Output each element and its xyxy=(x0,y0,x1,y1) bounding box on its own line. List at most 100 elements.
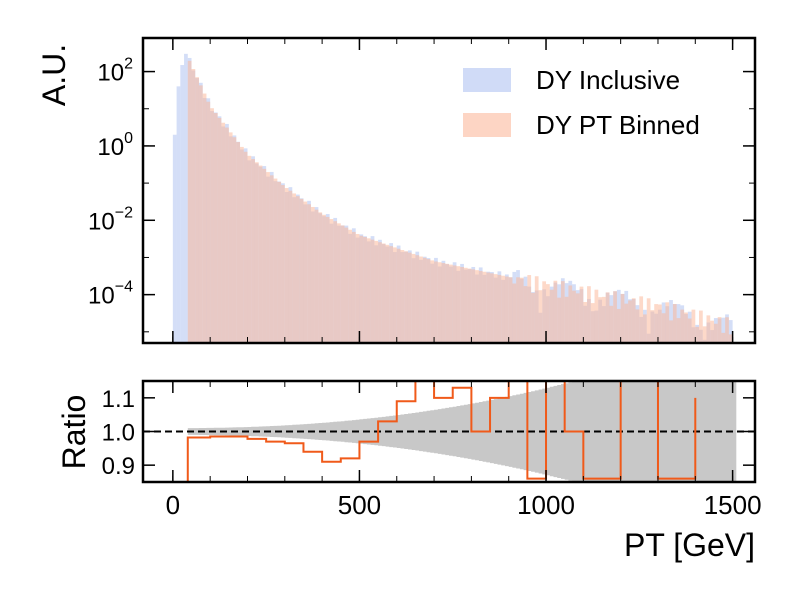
histogram-bar xyxy=(467,268,472,343)
histogram-bar xyxy=(344,227,349,343)
histogram-bar xyxy=(202,93,207,344)
histogram-bar xyxy=(374,240,379,343)
histogram-bar xyxy=(553,280,558,343)
histogram-bar xyxy=(281,185,285,343)
histogram-bar xyxy=(594,289,599,343)
histogram-bar xyxy=(519,277,524,343)
histogram-bar xyxy=(213,113,218,344)
histogram-bar xyxy=(624,303,629,343)
histogram-bar xyxy=(434,261,438,343)
histogram-bar xyxy=(643,314,647,343)
histogram-bar xyxy=(366,238,371,343)
histogram-bar xyxy=(355,234,360,343)
histogram-bar xyxy=(560,281,565,343)
histogram-bar xyxy=(680,309,685,343)
histogram-bar xyxy=(307,204,311,343)
histogram-bar xyxy=(243,151,248,343)
histogram-bar xyxy=(684,312,688,343)
histogram-bar xyxy=(527,275,532,343)
histogram-bar xyxy=(210,108,214,343)
main-histogram-marks xyxy=(172,53,733,344)
histogram-bar xyxy=(419,256,423,343)
histogram-bar xyxy=(490,273,494,343)
histogram-bar xyxy=(240,146,244,343)
histogram-bar xyxy=(437,262,442,343)
histogram-bar xyxy=(441,263,446,343)
histogram-bar xyxy=(389,246,394,343)
histogram-bar xyxy=(710,320,714,343)
histogram-bar xyxy=(665,302,670,343)
y-tick-label: 10−4 xyxy=(88,279,133,310)
histogram-bar xyxy=(486,272,491,343)
histogram-bar xyxy=(602,296,606,343)
histogram-bar xyxy=(310,206,315,343)
histogram-bar xyxy=(572,290,576,343)
histogram-bar xyxy=(546,284,550,343)
histogram-bar xyxy=(463,267,468,343)
histogram-bar xyxy=(613,291,617,343)
histogram-bar xyxy=(482,271,487,343)
histogram-bar xyxy=(221,122,226,343)
histogram-bar xyxy=(575,293,580,343)
histogram-bar xyxy=(400,250,405,343)
histogram-bar xyxy=(650,310,655,343)
histogram-bar xyxy=(728,320,733,343)
histogram-bar xyxy=(385,244,390,343)
histogram-bar xyxy=(262,168,267,343)
histogram-bar xyxy=(422,257,427,343)
histogram-bar xyxy=(296,196,300,343)
histogram-bar xyxy=(184,53,188,344)
histogram-bar xyxy=(728,334,733,343)
series-dy-pt-binned xyxy=(187,60,733,344)
histogram-bar xyxy=(299,198,304,343)
histogram-bar xyxy=(228,132,233,343)
histogram-bar xyxy=(706,315,711,343)
histogram-bar xyxy=(523,286,528,343)
histogram-bar xyxy=(717,317,722,343)
x-axis-label: PT [GeV] xyxy=(624,527,755,563)
histogram-bar xyxy=(676,318,681,343)
histogram-bar xyxy=(628,300,632,343)
histogram-bar xyxy=(725,317,729,343)
histogram-bar xyxy=(247,155,252,343)
histogram-bar xyxy=(381,243,386,343)
y-tick-label: 102 xyxy=(97,56,133,87)
x-tick-label: 1500 xyxy=(704,490,762,520)
histogram-bar xyxy=(325,216,330,343)
histogram-bar xyxy=(378,242,382,343)
histogram-bar xyxy=(337,223,341,343)
histogram-bar xyxy=(430,260,435,343)
histogram-bar xyxy=(702,326,707,343)
histogram-bar xyxy=(236,142,241,343)
histogram-bar xyxy=(471,269,476,343)
histogram-bar xyxy=(407,252,412,343)
histogram-bar xyxy=(314,209,319,343)
histogram-bar xyxy=(661,313,666,343)
histogram-bar xyxy=(497,274,502,343)
histogram-bar xyxy=(635,309,640,343)
y-tick-label: 10−2 xyxy=(88,204,133,235)
legend-label: DY Inclusive xyxy=(536,65,680,95)
histogram-bar xyxy=(568,285,573,343)
ratio-y-tick-label: 1.0 xyxy=(102,420,135,447)
histogram-bar xyxy=(172,134,177,343)
histogram-bar xyxy=(609,305,614,343)
legend-label: DY PT Binned xyxy=(536,110,700,140)
main-y-axis-label: A.U. xyxy=(36,44,72,106)
histogram-bar xyxy=(217,117,222,344)
y-tick-label: 100 xyxy=(97,130,133,161)
histogram-bar xyxy=(654,304,658,343)
histogram-bar xyxy=(322,214,326,343)
histogram-bar xyxy=(493,274,498,343)
histogram-bar xyxy=(475,270,479,343)
histogram-bar xyxy=(590,303,595,343)
histogram-bar xyxy=(273,178,278,343)
histogram-bar xyxy=(687,318,692,343)
histogram-bar xyxy=(269,175,274,343)
legend: DY Inclusive DY PT Binned xyxy=(463,65,700,140)
histogram-bar xyxy=(460,266,464,343)
histogram-bar xyxy=(508,277,513,343)
histogram-bar xyxy=(531,292,535,343)
histogram-bar xyxy=(351,231,356,343)
